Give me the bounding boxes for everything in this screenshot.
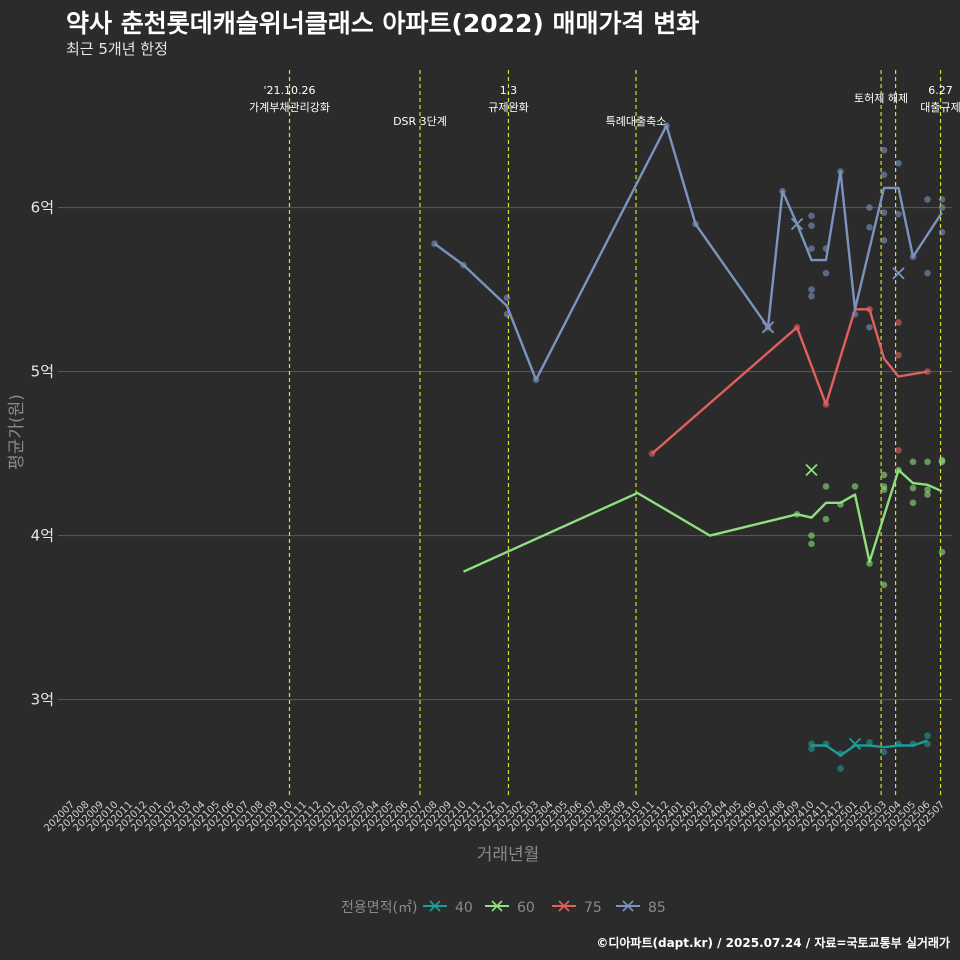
series-layer [431,122,946,772]
data-point [909,499,917,507]
legend-title: 전용면적(㎡) [341,900,417,916]
event-label: 대출규제 [920,101,960,114]
data-point [822,483,830,490]
data-point [895,160,902,167]
data-point [880,483,888,490]
data-point [895,351,902,359]
data-point [924,491,931,498]
series-60 [463,456,946,589]
data-point [924,486,931,493]
data-point [880,171,888,179]
cross-marker [805,463,818,477]
data-point [924,269,931,277]
data-point [880,748,888,756]
data-point [866,204,873,211]
cross-marker [848,737,862,751]
data-point [808,245,815,252]
data-point [938,228,946,236]
data-point [851,310,859,318]
data-point [822,515,830,523]
y-tick-label: 6억 [31,199,54,217]
event-label: 특례대출축소 [606,115,667,128]
legend-key-cross [622,900,634,912]
data-point [866,223,873,231]
data-point [808,292,815,300]
event-label: 규제완화 [488,101,528,114]
data-point [909,484,917,492]
event-label: DSR 3단계 [393,115,447,128]
data-point [808,286,815,293]
series-line [651,308,928,455]
grid-layer [58,207,952,701]
data-point [808,222,815,229]
legend-label-75: 75 [584,900,602,916]
series-40 [808,732,931,772]
cross-marker [761,321,775,334]
y-tick-label: 5억 [31,363,54,381]
data-point [924,458,931,466]
series-line [463,468,943,573]
legend-label-60: 60 [517,900,535,916]
data-point [895,210,902,218]
chart-title: 약사 춘천롯데캐슬위너클래스 아파트(2022) 매매가격 변화 [66,9,700,38]
series-line [433,124,944,381]
legend-label-85: 85 [648,900,666,916]
y-axis-ticks: 3억 4억 5억 6억 [31,199,54,709]
data-point [938,196,946,203]
y-tick-label: 4억 [31,527,54,545]
data-point [880,209,888,216]
event-label: 1.3 [500,84,518,97]
legend-key-cross [558,900,570,912]
cross-marker [892,267,905,280]
data-point [808,212,815,220]
data-point [808,745,815,753]
data-point [880,237,888,244]
series-75 [648,305,931,457]
series-line [811,739,928,757]
data-point [938,456,946,464]
data-point [866,560,873,567]
legend-label-40: 40 [455,900,473,916]
data-point [938,204,946,211]
data-point [503,294,511,302]
source-caption: ©디아파트(dapt.kr) / 2025.07.24 / 자료=국토교통부 실… [596,936,950,950]
legend-key-cross [429,900,441,912]
data-point [866,324,873,331]
data-point [895,447,902,454]
event-label: '21.10.26 [263,84,315,97]
event-label: 가계부채관리강화 [249,101,330,114]
cross-marker [790,217,804,231]
x-axis-title: 거래년월 [477,845,540,865]
event-label: 6.27 [928,84,953,97]
data-point [924,196,931,203]
legend: 전용면적(㎡) 40 60 75 85 [341,900,666,916]
x-axis-ticks: 2020072020082020092020102020112020122021… [42,799,947,834]
data-point [909,458,917,466]
event-label: 토허제 해제 [854,91,908,105]
y-tick-label: 3억 [31,691,54,709]
data-point [822,269,830,277]
data-point [837,765,844,772]
series-85 [431,122,946,384]
chart-subtitle: 최근 5개년 한정 [66,40,168,58]
data-point [851,483,859,490]
data-point [880,146,888,154]
data-point [808,532,815,539]
data-point [808,540,815,548]
data-point [938,548,946,556]
data-point [880,471,888,479]
data-point [880,581,888,589]
y-axis-title: 평균가(원) [7,394,27,470]
data-point [866,738,873,746]
data-point [924,732,931,739]
data-point [895,319,902,326]
legend-key-cross [491,900,503,912]
